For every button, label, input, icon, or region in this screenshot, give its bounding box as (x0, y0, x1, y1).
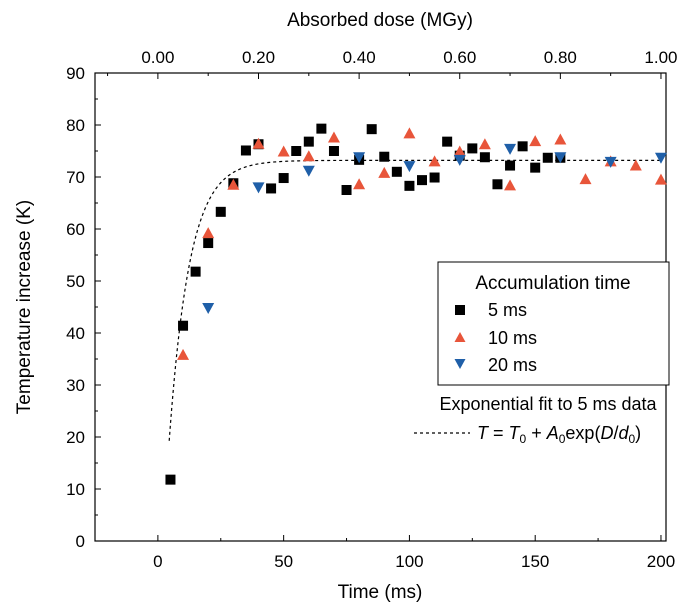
x-tick-label: 100 (395, 552, 423, 571)
point-10ms (327, 131, 340, 143)
point-10ms (227, 178, 240, 190)
point-5ms (328, 146, 339, 156)
point-5ms (404, 180, 415, 191)
legend-marker-20ms (454, 359, 466, 369)
point-5ms (492, 179, 503, 190)
top-tick-label: 0.20 (242, 48, 275, 67)
x-tick-label: 50 (274, 552, 293, 571)
point-10ms (629, 159, 642, 171)
point-20ms (202, 303, 215, 315)
y-tick-label: 90 (66, 64, 85, 83)
point-5ms (303, 136, 314, 147)
point-20ms (453, 154, 466, 166)
point-5ms (542, 152, 553, 163)
point-10ms (403, 127, 416, 139)
y-tick-label: 50 (66, 272, 85, 291)
point-10ms (353, 178, 366, 190)
point-10ms (302, 150, 315, 162)
point-5ms (215, 206, 226, 217)
point-10ms (177, 348, 190, 360)
legend-marker-10ms (454, 332, 466, 342)
y-tick-label: 80 (66, 116, 85, 135)
data-markers (165, 123, 667, 485)
x-tick-label: 200 (647, 552, 675, 571)
top-tick-label: 1.00 (644, 48, 677, 67)
y-tick-label: 60 (66, 220, 85, 239)
top-axis-ticks: 0.00 0.20 0.40 0.60 0.80 1.00 (107, 48, 677, 79)
legend-title: Accumulation time (475, 273, 630, 294)
y-tick-label: 70 (66, 168, 85, 187)
point-20ms (403, 161, 416, 173)
y-axis-title: Temperature increase (K) (14, 200, 35, 414)
fit-curve (168, 159, 661, 441)
point-10ms (428, 155, 441, 167)
point-20ms (554, 152, 567, 164)
top-axis-title: Absorbed dose (MGy) (287, 10, 473, 31)
top-tick-label: 0.60 (443, 48, 476, 67)
point-10ms (202, 227, 215, 239)
y-tick-label: 0 (76, 532, 85, 551)
y-tick-label: 30 (66, 376, 85, 395)
point-5ms (429, 172, 440, 183)
point-5ms (266, 183, 277, 194)
point-5ms (505, 160, 516, 171)
x-axis-ticks: 0 50 100 150 200 (94, 535, 675, 571)
point-5ms (517, 141, 528, 152)
y-tick-label: 10 (66, 480, 85, 499)
point-5ms (417, 175, 428, 186)
legend-label-10ms: 10 ms (488, 328, 537, 348)
point-5ms (366, 124, 377, 135)
point-20ms (604, 156, 617, 168)
point-5ms (467, 143, 478, 154)
legend-marker-5ms (455, 305, 465, 315)
legend: Accumulation time 5 ms 10 ms 20 ms (437, 261, 670, 386)
point-5ms (203, 238, 214, 249)
x-tick-label: 0 (153, 552, 162, 571)
point-20ms (353, 152, 366, 164)
point-20ms (252, 182, 265, 194)
y-tick-label: 40 (66, 324, 85, 343)
y-tick-label: 20 (66, 428, 85, 447)
point-10ms (378, 166, 391, 178)
point-5ms (341, 185, 352, 195)
point-5ms (190, 266, 201, 277)
legend-box (437, 261, 670, 386)
legend-label-5ms: 5 ms (488, 300, 527, 320)
legend-label-20ms: 20 ms (488, 355, 537, 375)
point-10ms (277, 145, 290, 157)
point-5ms (316, 123, 327, 134)
point-10ms (579, 173, 592, 185)
top-tick-label: 0.80 (544, 48, 577, 67)
top-tick-label: 0.00 (141, 48, 174, 67)
point-5ms (178, 320, 189, 331)
point-10ms (554, 133, 567, 145)
point-10ms (504, 179, 517, 191)
point-5ms (530, 162, 541, 173)
point-10ms (252, 137, 265, 149)
x-axis-title: Time (ms) (338, 582, 423, 602)
point-5ms (240, 145, 251, 156)
point-10ms (529, 135, 542, 147)
point-5ms (278, 173, 289, 184)
point-20ms (302, 165, 315, 177)
fit-legend-title: Exponential fit to 5 ms data (439, 394, 657, 414)
point-10ms (654, 173, 667, 185)
point-20ms (654, 152, 667, 164)
point-10ms (478, 138, 491, 150)
point-20ms (504, 143, 517, 155)
y-axis-ticks: 0 10 20 30 40 50 60 70 80 90 (66, 64, 101, 551)
point-5ms (442, 136, 453, 147)
point-5ms (379, 151, 390, 162)
fit-legend-equation: T = T0 + A0exp(D/d0) (477, 423, 641, 446)
point-5ms (165, 474, 176, 485)
point-5ms (391, 166, 402, 177)
point-5ms (479, 152, 490, 163)
top-tick-label: 0.40 (343, 48, 376, 67)
point-5ms (291, 146, 302, 156)
x-tick-label: 150 (521, 552, 549, 571)
point-10ms (453, 145, 466, 157)
